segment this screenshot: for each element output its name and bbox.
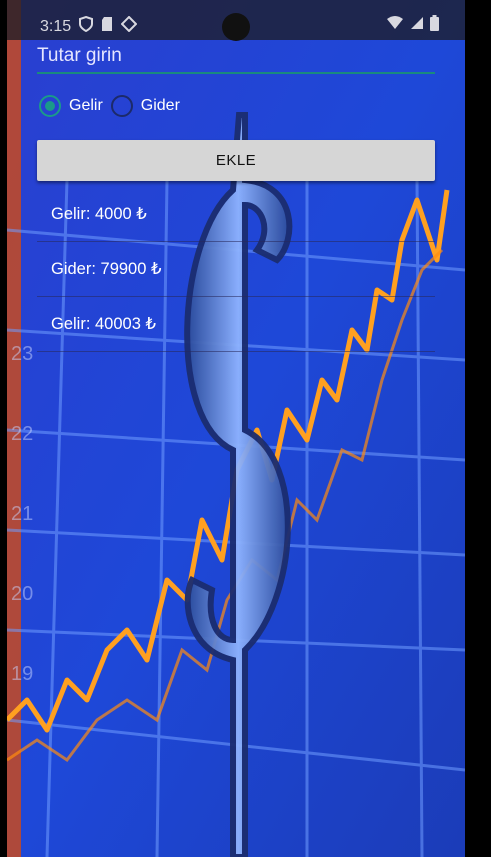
list-item[interactable]: Gelir: 40003 ₺ xyxy=(37,297,435,352)
radio-income[interactable]: Gelir xyxy=(39,95,103,117)
status-bar: 3:15 xyxy=(7,0,465,41)
phone-screen: 23 22 21 20 19 3:15 xyxy=(7,0,465,857)
wifi-icon xyxy=(387,16,403,29)
radio-income-label: Gelir xyxy=(69,97,103,114)
radio-unselected-indicator xyxy=(110,95,133,117)
svg-text:19: 19 xyxy=(11,663,33,685)
shield-icon xyxy=(79,16,93,32)
type-radio-group: Gelir Gider xyxy=(39,95,188,117)
amount-input[interactable] xyxy=(37,40,435,74)
status-time: 3:15 xyxy=(40,18,72,35)
svg-text:22: 22 xyxy=(11,423,33,445)
entry-list: Gelir: 4000 ₺ Gider: 79900 ₺ Gelir: 4000… xyxy=(37,187,435,352)
sd-card-icon xyxy=(102,17,112,31)
camera-cutout xyxy=(222,13,250,41)
radio-expense[interactable]: Gider xyxy=(110,95,180,117)
list-item[interactable]: Gelir: 4000 ₺ xyxy=(37,187,435,242)
cellular-icon xyxy=(411,17,423,29)
radio-selected-indicator xyxy=(39,95,61,117)
background-image: 23 22 21 20 19 xyxy=(7,0,465,857)
signal-diamond-icon xyxy=(121,16,137,32)
radio-expense-label: Gider xyxy=(140,97,180,114)
svg-text:21: 21 xyxy=(11,503,33,525)
svg-text:20: 20 xyxy=(11,583,33,605)
list-item[interactable]: Gider: 79900 ₺ xyxy=(37,242,435,297)
battery-icon xyxy=(430,15,439,31)
svg-text:23: 23 xyxy=(11,343,33,365)
add-button[interactable]: EKLE xyxy=(37,140,435,181)
